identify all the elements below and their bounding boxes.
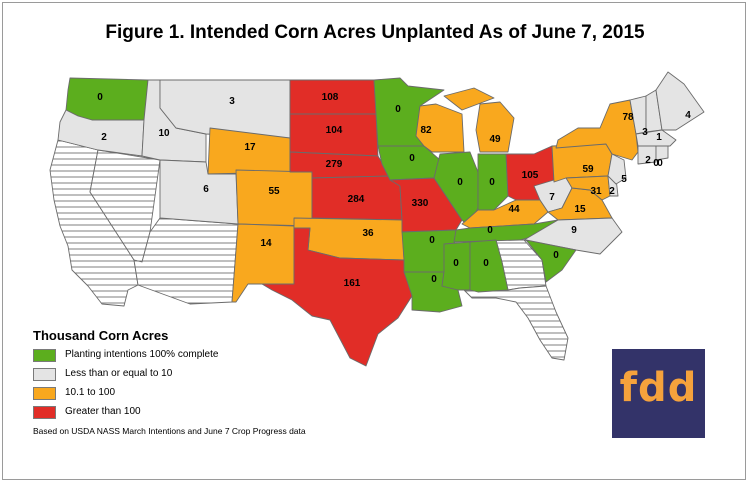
state-value-OR: 2 [101,132,107,143]
state-value-MO: 330 [412,198,429,209]
state-value-IA: 0 [409,153,415,164]
state-value-MI: 49 [489,134,501,145]
state-SC [525,239,577,283]
state-value-VA: 15 [574,204,586,215]
legend-swatch-green [33,349,56,362]
state-RI [655,145,669,161]
state-value-OH: 105 [522,170,539,181]
state-value-TN: 0 [487,225,493,236]
state-value-NE: 279 [326,159,343,170]
state-value-IN: 0 [489,177,495,188]
state-value-AR: 0 [429,235,435,246]
legend-label: Less than or equal to 10 [65,368,173,379]
state-value-MA: 2 [645,155,651,166]
state-NY [555,99,639,161]
state-value-UT: 6 [203,184,209,195]
legend-label: Greater than 100 [65,406,141,417]
source-note: Based on USDA NASS March Intentions and … [33,426,306,436]
state-value-ID: 10 [158,128,170,139]
figure-title: Figure 1. Intended Corn Acres Unplanted … [105,22,645,43]
state-value-CO: 55 [268,186,280,197]
state-value-WV: 7 [549,192,555,203]
state-value-RI: 0 [657,158,663,169]
state-ME [655,71,705,131]
state-value-AL: 0 [483,258,489,269]
state-value-DE: 2 [609,186,615,197]
state-WI [415,103,465,153]
state-NC [523,217,623,255]
state-value-SD: 104 [326,125,343,136]
legend-title: Thousand Corn Acres [33,328,169,343]
logo-text: fdd [619,365,698,411]
state-WA [65,77,149,121]
state-value-NM: 14 [260,238,272,249]
legend-label: 10.1 to 100 [65,387,116,398]
state-value-ME: 4 [685,110,691,121]
state-value-MS: 0 [453,258,459,269]
state-value-NC: 9 [571,225,577,236]
state-value-ND: 108 [322,92,339,103]
state-value-VT: 3 [642,127,648,138]
state-value-WY: 17 [244,142,256,153]
state-value-CT: 0 [653,158,659,169]
state-value-NJ: 5 [621,174,627,185]
state-value-WI: 82 [420,125,432,136]
state-value-MT: 3 [229,96,235,107]
legend-swatch-orange [33,387,56,400]
state-MI [443,87,515,153]
state-value-IL: 0 [457,177,463,188]
state-CO [235,169,313,227]
state-value-MD: 31 [590,186,602,197]
state-TX [261,227,413,367]
state-value-WA: 0 [97,92,103,103]
state-value-SC: 0 [553,250,559,261]
legend-swatch-red [33,406,56,419]
state-FL [463,285,569,361]
state-NJ [607,153,627,185]
fdd-logo: fdd [612,349,705,438]
state-CT [637,145,657,165]
legend-label: Planting intentions 100% complete [65,349,219,360]
state-value-TX: 161 [344,278,361,289]
state-value-NY: 78 [622,112,634,123]
state-value-KY: 44 [508,204,520,215]
legend-swatch-gray [33,368,56,381]
state-value-OK: 36 [362,228,374,239]
state-value-KS: 284 [348,194,365,205]
state-AL [469,239,509,293]
state-MA [635,129,677,147]
state-value-NH: 1 [656,132,662,143]
state-value-PA: 59 [582,164,594,175]
state-value-LA: 0 [431,274,437,285]
state-value-MN: 0 [395,104,401,115]
